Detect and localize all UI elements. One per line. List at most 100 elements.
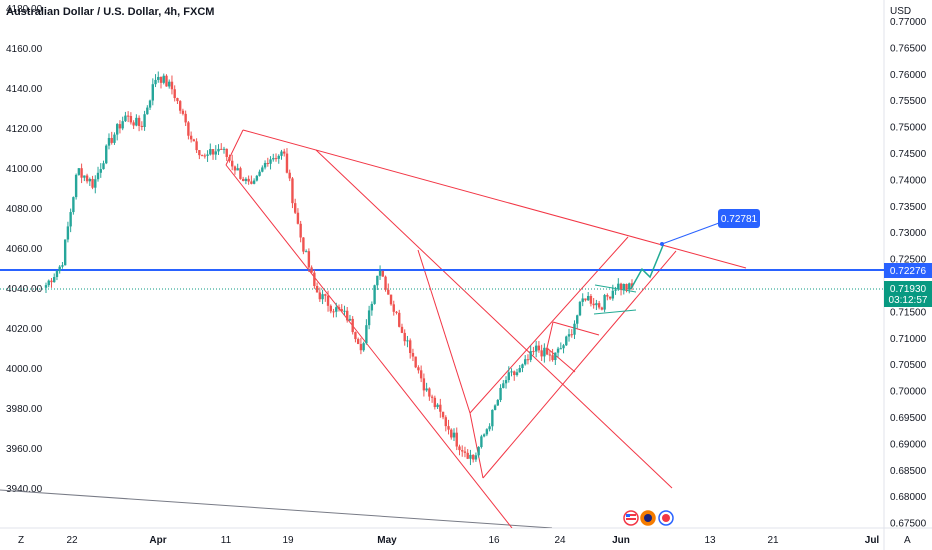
candle[interactable] — [72, 196, 75, 215]
economic-events[interactable] — [623, 510, 674, 526]
candle[interactable] — [302, 237, 305, 255]
candle[interactable] — [94, 175, 97, 194]
candle[interactable] — [107, 133, 111, 150]
candle[interactable] — [348, 314, 352, 321]
zoom-reset-icon[interactable]: Z — [18, 535, 24, 546]
candle[interactable] — [58, 265, 61, 274]
candle[interactable] — [135, 114, 138, 127]
candle[interactable] — [69, 208, 72, 233]
candle[interactable] — [340, 304, 343, 313]
candle[interactable] — [392, 300, 395, 316]
candle[interactable] — [263, 160, 267, 170]
candle[interactable] — [450, 428, 453, 440]
falling-channel[interactable] — [225, 129, 747, 528]
candle[interactable] — [493, 404, 497, 411]
candle[interactable] — [578, 300, 582, 317]
candle[interactable] — [551, 348, 554, 362]
candle[interactable] — [198, 150, 201, 160]
candle[interactable] — [474, 452, 478, 462]
candle[interactable] — [611, 284, 615, 301]
candle[interactable] — [370, 301, 374, 316]
candle[interactable] — [521, 363, 524, 373]
candle[interactable] — [411, 348, 415, 362]
candle[interactable] — [211, 149, 215, 160]
candle[interactable] — [586, 292, 590, 301]
candle[interactable] — [80, 163, 83, 184]
candle[interactable] — [603, 293, 606, 313]
candle[interactable] — [241, 176, 245, 182]
candle[interactable] — [110, 131, 113, 145]
candle[interactable] — [378, 265, 382, 280]
candle[interactable] — [181, 108, 185, 116]
rising-lower-line[interactable] — [482, 250, 677, 479]
candle[interactable] — [597, 300, 601, 310]
candle[interactable] — [554, 352, 557, 366]
candle[interactable] — [285, 148, 289, 174]
candle[interactable] — [622, 283, 625, 295]
right-price-axis[interactable]: 0.77000 0.76500 0.76000 0.75500 0.75000 0.745… — [890, 17, 927, 530]
candle[interactable] — [540, 344, 543, 361]
candle[interactable] — [315, 282, 319, 293]
candle[interactable] — [50, 277, 53, 288]
candle[interactable] — [165, 74, 168, 87]
candle[interactable] — [485, 428, 489, 437]
candle[interactable] — [291, 176, 294, 209]
candle[interactable] — [381, 270, 385, 277]
candle[interactable] — [88, 177, 92, 186]
candle[interactable] — [537, 341, 541, 353]
channel-lower-line[interactable] — [225, 164, 513, 528]
candle[interactable] — [365, 319, 368, 345]
candle[interactable] — [444, 415, 447, 432]
candle[interactable] — [422, 373, 426, 397]
pennant-lower-line[interactable] — [593, 309, 637, 315]
candle[interactable] — [455, 427, 458, 451]
candle[interactable] — [414, 356, 417, 369]
candle[interactable] — [376, 275, 379, 290]
auto-scale-toggle[interactable]: A — [904, 535, 911, 546]
candle[interactable] — [321, 289, 324, 305]
candle[interactable] — [132, 120, 135, 130]
candle[interactable] — [335, 302, 338, 318]
candle[interactable] — [354, 331, 357, 343]
candle[interactable] — [178, 100, 182, 114]
au-flag-icon[interactable] — [640, 510, 656, 526]
candle[interactable] — [118, 120, 122, 134]
candle[interactable] — [272, 153, 275, 162]
candle[interactable] — [176, 97, 179, 105]
candle[interactable] — [66, 221, 70, 243]
channel-inner-line[interactable] — [417, 249, 471, 414]
candle[interactable] — [326, 290, 330, 312]
flag-lower-line[interactable] — [546, 347, 576, 373]
candle[interactable] — [225, 148, 228, 161]
candle[interactable] — [406, 335, 409, 348]
candle[interactable] — [96, 166, 100, 182]
rising-upper-line[interactable] — [469, 236, 629, 414]
candle[interactable] — [614, 286, 617, 295]
candle[interactable] — [129, 112, 133, 125]
candle[interactable] — [154, 74, 157, 88]
flag-edge-line[interactable] — [546, 321, 554, 349]
candle[interactable] — [507, 366, 510, 383]
candle[interactable] — [384, 275, 387, 292]
candle[interactable] — [524, 355, 527, 366]
candle[interactable] — [567, 328, 571, 342]
candle[interactable] — [168, 79, 171, 89]
candle[interactable] — [162, 73, 165, 85]
candle[interactable] — [628, 282, 631, 294]
candle[interactable] — [283, 148, 286, 157]
candle[interactable] — [324, 293, 327, 302]
candle[interactable] — [266, 157, 270, 167]
candle[interactable] — [187, 121, 190, 140]
candle[interactable] — [491, 409, 494, 431]
candle[interactable] — [261, 165, 264, 173]
candle[interactable] — [77, 167, 81, 176]
candle[interactable] — [310, 265, 313, 273]
candle[interactable] — [565, 335, 568, 347]
channel-upper-line[interactable] — [315, 149, 673, 489]
time-axis[interactable]: 22 Apr 11 19 May 16 24 Jun 13 21 Jul — [66, 535, 879, 546]
candle[interactable] — [280, 149, 283, 160]
candle[interactable] — [343, 305, 346, 315]
candle[interactable] — [458, 444, 461, 456]
candle[interactable] — [395, 311, 398, 315]
